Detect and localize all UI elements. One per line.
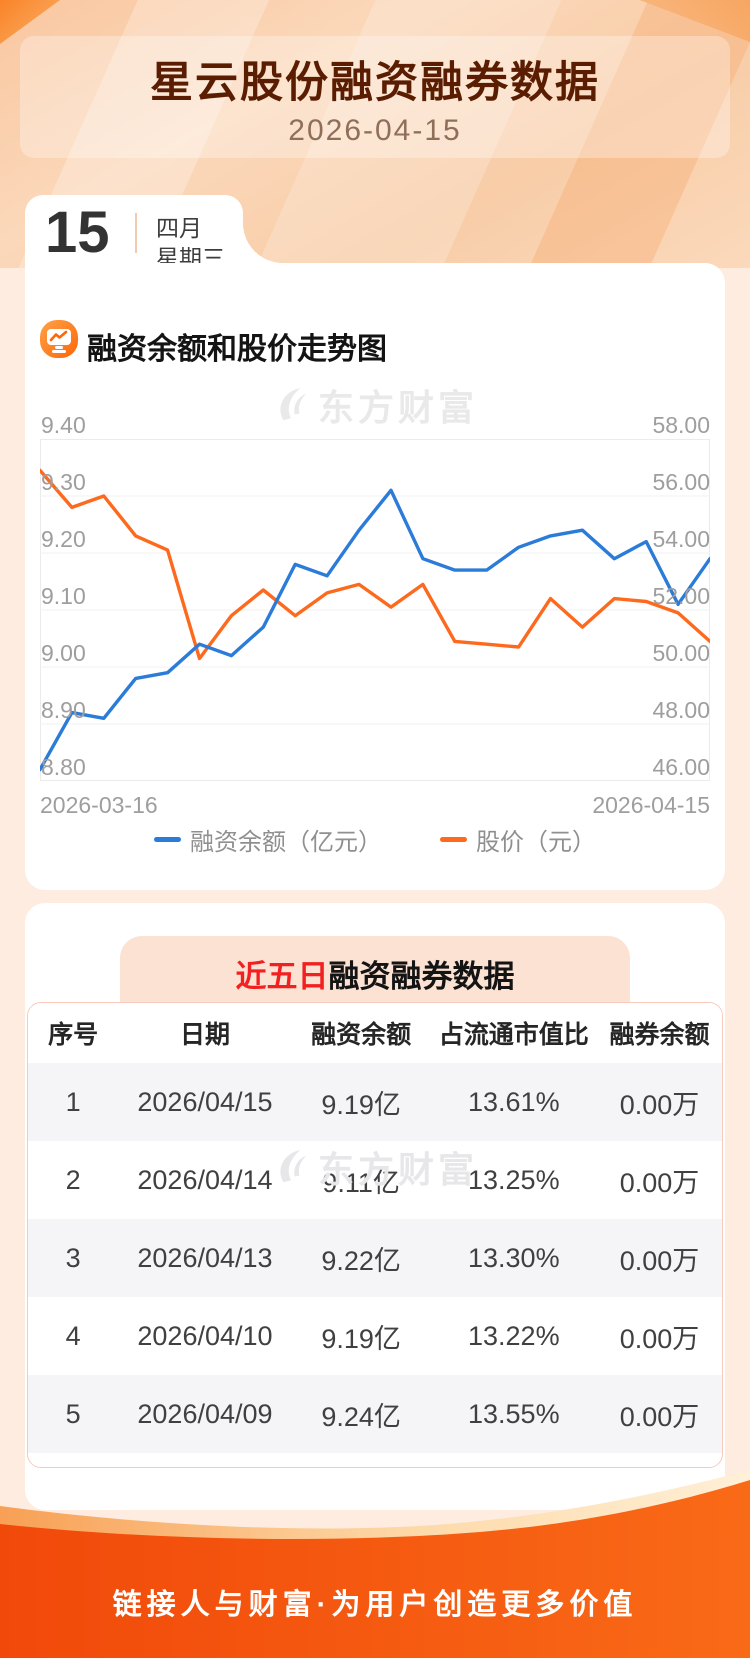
right-axis-tick: 54.00 [652, 526, 710, 552]
left-axis-tick: 9.30 [41, 469, 86, 495]
table-cell: 9.19亿 [321, 1089, 401, 1120]
column-header: 融券余额 [597, 1003, 722, 1063]
left-axis-tick: 9.00 [41, 640, 86, 666]
legend-swatch-orange [440, 837, 467, 842]
table-cell: 2026/04/14 [137, 1164, 273, 1195]
table-cell: 2026/04/10 [137, 1320, 273, 1351]
column-header: 融资余额 [291, 1003, 431, 1063]
line-chart-plot [38, 439, 712, 781]
table-cell: 13.25% [468, 1164, 560, 1195]
legend-label: 股价（元） [476, 829, 596, 856]
calendar-day: 15 [45, 200, 110, 265]
table-cell: 0.00万 [619, 1167, 700, 1198]
table-cell: 2026/04/13 [137, 1242, 273, 1273]
x-axis-end-label: 2026-04-15 [592, 792, 710, 818]
left-axis-tick: 9.20 [41, 526, 86, 552]
calendar-divider [135, 213, 137, 253]
data-table-container: 序号 日期 融资余额 占流通市值比 融券余额 1 2026/04/15 9.19亿 13.61… [27, 1002, 723, 1468]
table-title-rest: 融资融券数据 [328, 959, 515, 994]
right-axis-tick: 52.00 [652, 583, 710, 609]
table-title: 近五日融资融券数据 [236, 951, 515, 996]
table-card: 近五日融资融券数据 序号 日期 融资余额 占流通市值比 融券余额 1 2026/04/15… [25, 903, 725, 1510]
right-axis-tick: 58.00 [652, 412, 710, 438]
footer-slogan: 链接人与财富·为用户创造更多价值 [112, 1589, 638, 1621]
table-header-row: 序号 日期 融资余额 占流通市值比 融券余额 [28, 1003, 722, 1063]
footer-wave [0, 1470, 750, 1658]
table-cell: 13.61% [468, 1086, 560, 1117]
watermark-chart: 东方财富 [25, 379, 725, 431]
eastmoney-swoosh-icon [280, 387, 307, 421]
chart-card: 融资余额和股价走势图 东方财富 9.40 9.30 9.20 9.10 9.00 8.90… [25, 263, 725, 890]
column-header: 日期 [118, 1003, 292, 1063]
table-title-highlight: 近五日 [235, 959, 329, 994]
column-header: 占流通市值比 [430, 1003, 598, 1063]
table-cell: 9.22亿 [321, 1245, 401, 1276]
legend-swatch-blue [154, 837, 181, 842]
left-axis-tick: 9.10 [41, 583, 86, 609]
left-axis-tick: 8.80 [41, 754, 86, 780]
calendar-month: 四月 [156, 215, 202, 241]
x-axis-start-label: 2026-03-16 [40, 792, 158, 818]
right-axis-tick: 48.00 [652, 697, 710, 723]
table-cell: 9.24亿 [321, 1401, 401, 1432]
chart-legend: 融资余额（亿元） 股价（元） [25, 822, 725, 857]
table-row: 4 2026/04/10 9.19亿 13.22% 0.00万 [28, 1297, 722, 1375]
legend-label: 融资余额（亿元） [190, 829, 382, 856]
table-row: 2 2026/04/14 9.11亿 13.25% 0.00万 [28, 1141, 722, 1219]
margin-balance-line [38, 488, 712, 772]
table-cell: 5 [65, 1398, 81, 1429]
watermark-text: 东方财富 [317, 387, 478, 428]
header-title-panel [20, 36, 730, 158]
table-cell: 4 [65, 1320, 81, 1351]
table-cell: 13.55% [468, 1398, 560, 1429]
calendar-tab: 15 四月 星期三 [25, 195, 283, 271]
table-cell: 2026/04/09 [137, 1398, 273, 1429]
table-row: 5 2026/04/09 9.24亿 13.55% 0.00万 [28, 1375, 722, 1453]
table-cell: 2 [65, 1164, 81, 1195]
table-cell: 0.00万 [619, 1401, 700, 1432]
page-title: 星云股份融资融券数据 [150, 59, 600, 107]
page-date: 2026-04-15 [288, 114, 462, 147]
header-banner: 星云股份融资融券数据 2026-04-15 [0, 0, 750, 268]
margin-data-table: 序号 日期 融资余额 占流通市值比 融券余额 1 2026/04/15 9.19亿 13.61… [28, 1003, 722, 1453]
chart-section-title: 融资余额和股价走势图 [87, 333, 387, 366]
table-cell: 0.00万 [619, 1245, 700, 1276]
right-axis-tick: 50.00 [652, 640, 710, 666]
table-cell: 0.00万 [619, 1323, 700, 1354]
right-axis-tick: 46.00 [652, 754, 710, 780]
legend-item-margin-balance: 融资余额（亿元） [154, 822, 382, 857]
table-cell: 13.30% [468, 1242, 560, 1273]
chart-monitor-icon [39, 319, 79, 359]
stock-price-line [38, 468, 712, 661]
table-cell: 3 [65, 1242, 81, 1273]
table-cell: 9.11亿 [322, 1167, 400, 1198]
legend-item-stock-price: 股价（元） [440, 822, 596, 857]
table-row: 3 2026/04/13 9.22亿 13.30% 0.00万 [28, 1219, 722, 1297]
table-cell: 0.00万 [619, 1089, 700, 1120]
left-axis-tick: 8.90 [41, 697, 86, 723]
left-axis-tick: 9.40 [41, 412, 86, 438]
table-cell: 13.22% [468, 1320, 560, 1351]
table-cell: 1 [65, 1086, 81, 1117]
table-row: 1 2026/04/15 9.19亿 13.61% 0.00万 [28, 1063, 722, 1141]
column-header: 序号 [28, 1003, 119, 1063]
right-axis-tick: 56.00 [652, 469, 710, 495]
table-cell: 2026/04/15 [137, 1086, 273, 1117]
table-cell: 9.19亿 [321, 1323, 401, 1354]
